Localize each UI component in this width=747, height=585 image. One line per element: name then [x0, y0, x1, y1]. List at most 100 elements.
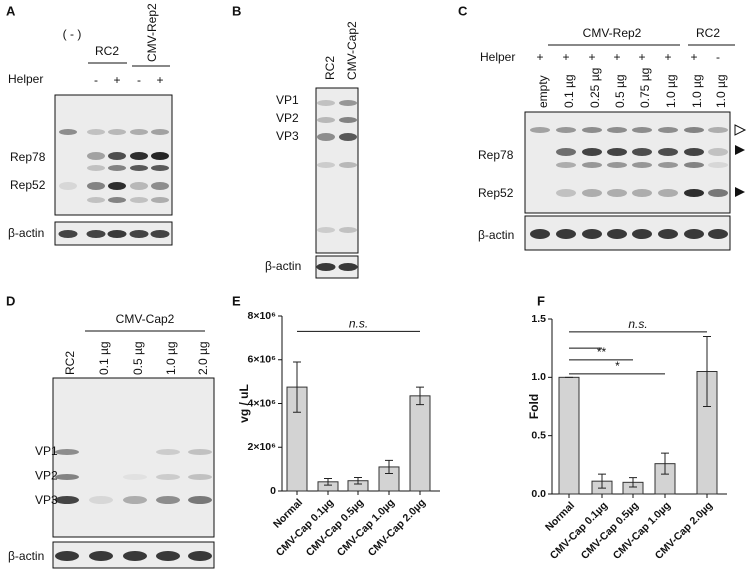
band	[632, 229, 652, 239]
y-tick-label: 0.0	[531, 488, 546, 500]
band	[156, 551, 180, 561]
band-label: VP3	[35, 493, 58, 507]
band-label: Rep52	[10, 178, 46, 192]
error-bar	[416, 386, 424, 406]
band	[632, 127, 652, 133]
band	[59, 129, 77, 135]
band	[123, 496, 147, 504]
band	[317, 100, 335, 106]
band	[708, 127, 728, 133]
helper-sign: +	[664, 50, 671, 64]
band	[89, 551, 113, 561]
panel-label: B	[232, 3, 241, 18]
y-tick-label: 0.5	[531, 429, 546, 441]
band	[129, 230, 149, 238]
band	[632, 148, 652, 156]
band	[684, 127, 704, 133]
band	[188, 496, 212, 504]
band	[156, 449, 180, 455]
band	[339, 100, 357, 106]
band	[87, 165, 105, 171]
helper-sign: -	[137, 73, 141, 87]
band	[316, 263, 336, 271]
helper-sign: +	[156, 73, 163, 87]
band-label: β-actin	[265, 259, 301, 273]
arrow	[735, 187, 745, 197]
band	[317, 117, 335, 123]
band	[339, 162, 357, 168]
band	[108, 197, 126, 203]
lane-label: 1.0 µg	[164, 341, 178, 375]
band-label: VP1	[276, 93, 299, 107]
band	[658, 189, 678, 197]
lane-label: 1.0 µg	[664, 74, 678, 108]
band	[582, 127, 602, 133]
band	[151, 165, 169, 171]
band	[607, 148, 627, 156]
band	[108, 152, 126, 160]
band	[632, 189, 652, 197]
band	[339, 133, 357, 141]
band	[150, 230, 170, 238]
error-bar	[385, 459, 393, 474]
band-label: VP2	[276, 111, 299, 125]
bar	[558, 376, 580, 495]
band	[317, 162, 335, 168]
band	[58, 230, 78, 238]
y-tick-label: 8×10⁶	[248, 310, 277, 322]
band	[658, 127, 678, 133]
band	[658, 162, 678, 168]
band	[107, 230, 127, 238]
band	[108, 182, 126, 190]
helper-sign: +	[536, 50, 543, 64]
band	[151, 182, 169, 190]
band	[156, 474, 180, 480]
band	[130, 129, 148, 135]
lane-label: 0.1 µg	[562, 74, 576, 108]
band-label: Rep78	[478, 148, 514, 162]
band	[684, 229, 704, 239]
band	[123, 551, 147, 561]
band-label: VP3	[276, 129, 299, 143]
band	[108, 129, 126, 135]
band	[188, 449, 212, 455]
error-bar	[598, 473, 606, 489]
y-tick-label: 1.0	[531, 371, 546, 383]
band	[59, 182, 77, 190]
helper-sign: +	[638, 50, 645, 64]
band	[684, 189, 704, 197]
band-label: β-actin	[8, 549, 44, 563]
blot	[52, 377, 215, 538]
band	[55, 449, 79, 455]
band	[55, 474, 79, 480]
band	[556, 127, 576, 133]
y-axis-label: Fold	[527, 394, 541, 419]
band	[708, 189, 728, 197]
band-label: Rep78	[10, 150, 46, 164]
group-label: CMV-Rep2	[145, 3, 159, 62]
band	[87, 129, 105, 135]
band	[658, 148, 678, 156]
error-bar	[354, 476, 362, 485]
band	[317, 227, 335, 233]
band	[55, 496, 79, 504]
panel-label: C	[458, 3, 468, 18]
band	[607, 127, 627, 133]
lane-label: RC2	[323, 56, 337, 80]
lane-label: 1.0 µg	[714, 74, 728, 108]
lane-label: 0.1 µg	[97, 341, 111, 375]
band	[123, 474, 147, 480]
band	[582, 162, 602, 168]
group-label: CMV-Cap2	[116, 312, 175, 326]
panel-label: D	[6, 293, 15, 308]
band	[556, 148, 576, 156]
band	[338, 263, 358, 271]
y-tick-label: 0	[270, 485, 276, 497]
band-label: VP1	[35, 444, 58, 458]
lane-label: empty	[536, 75, 550, 108]
arrow	[735, 145, 745, 155]
error-bar	[703, 336, 711, 407]
lane-label: 2.0 µg	[196, 341, 210, 375]
y-tick-label: 2×10⁶	[248, 441, 277, 453]
